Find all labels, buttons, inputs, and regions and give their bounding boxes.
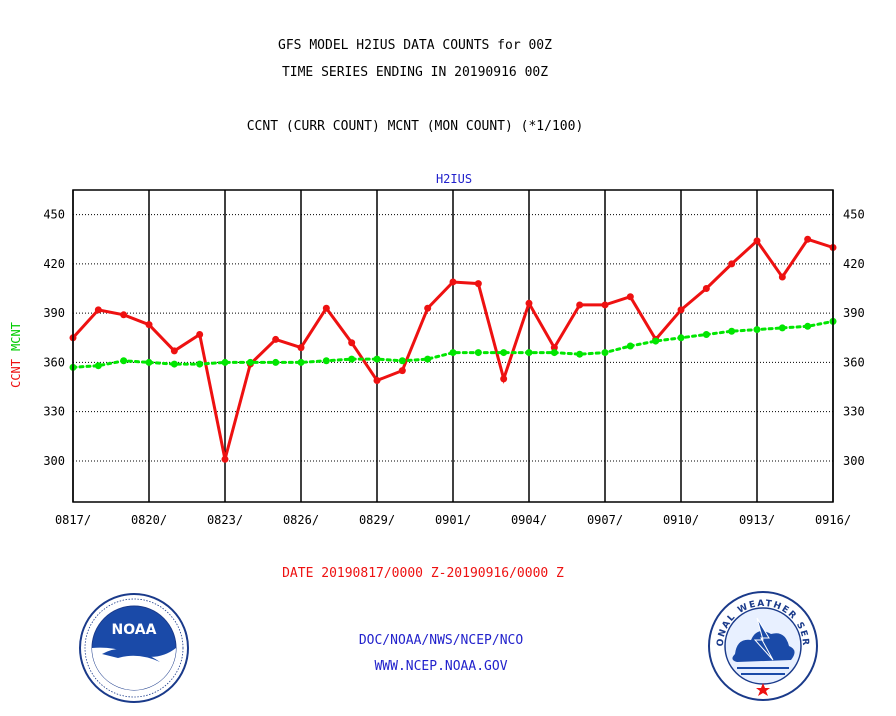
data-point-mcnt (652, 337, 660, 345)
data-point-mcnt (424, 355, 432, 363)
y-tick-label-right: 360 (843, 355, 865, 369)
data-point-ccnt (196, 331, 204, 339)
data-point-ccnt (677, 306, 685, 314)
data-point-mcnt (322, 357, 330, 365)
data-point-ccnt (702, 285, 710, 293)
y-tick-label-left: 450 (43, 208, 65, 222)
data-point-mcnt (398, 357, 406, 365)
date-range: DATE 20190817/0000 Z-20190916/0000 Z (282, 566, 564, 581)
x-tick-label: 0910/ (663, 513, 699, 527)
data-point-ccnt (221, 455, 229, 463)
data-point-ccnt (424, 304, 432, 312)
chart-title-line1: GFS MODEL H2IUS DATA COUNTS for 00Z (278, 38, 552, 53)
data-point-ccnt (398, 367, 406, 375)
y-tick-label-left: 390 (43, 306, 65, 320)
x-tick-label: 0916/ (815, 513, 851, 527)
data-point-ccnt (778, 273, 786, 281)
nws-logo[interactable]: NATIONAL WEATHER SERVICE (707, 590, 819, 702)
data-point-mcnt (626, 342, 634, 350)
data-point-ccnt (170, 347, 178, 355)
data-point-mcnt (576, 350, 584, 358)
data-point-mcnt (94, 362, 102, 370)
data-point-mcnt (170, 360, 178, 368)
data-point-mcnt (525, 349, 533, 357)
x-tick-label: 0826/ (283, 513, 319, 527)
data-point-mcnt (677, 334, 685, 342)
data-point-ccnt (601, 301, 609, 309)
x-tick-label: 0829/ (359, 513, 395, 527)
x-tick-label: 0913/ (739, 513, 775, 527)
x-tick-label: 0820/ (131, 513, 167, 527)
data-point-mcnt (449, 349, 457, 357)
plot-title: H2IUS (435, 172, 473, 186)
data-point-mcnt (272, 358, 280, 366)
data-point-mcnt (196, 360, 204, 368)
data-point-mcnt (145, 358, 153, 366)
data-point-mcnt (778, 324, 786, 332)
chart-title-line2: TIME SERIES ENDING IN 20190916 00Z (281, 65, 549, 80)
data-point-ccnt (550, 344, 558, 352)
y-tick-label-left: 420 (43, 257, 65, 271)
y-tick-label-right: 390 (843, 306, 865, 320)
noaa-logo-text: NOAA (112, 622, 157, 638)
x-tick-label: 0907/ (587, 513, 623, 527)
data-point-mcnt (348, 355, 356, 363)
x-tick-label: 0817/ (55, 513, 91, 527)
credit-link[interactable]: WWW.NCEP.NOAA.GOV (374, 659, 508, 674)
data-point-ccnt (626, 293, 634, 301)
series-layer (69, 235, 837, 463)
data-point-ccnt (272, 335, 280, 343)
data-point-mcnt (804, 322, 812, 330)
y-tick-label-left: 360 (43, 355, 65, 369)
data-point-ccnt (145, 321, 153, 329)
data-point-ccnt (500, 375, 508, 383)
data-point-ccnt (449, 278, 457, 286)
data-point-ccnt (474, 280, 482, 288)
data-point-mcnt (601, 349, 609, 357)
data-point-mcnt (753, 326, 761, 334)
data-point-ccnt (120, 311, 128, 319)
y-tick-label-left: 330 (43, 405, 65, 419)
axis-layer: 300 300 330 330 360 360 390 390 420 420 450 450 0817… (43, 208, 864, 527)
y-tick-label-left: 300 (43, 454, 65, 468)
credit-line1: DOC/NOAA/NWS/NCEP/NCO (358, 633, 524, 648)
data-point-ccnt (576, 301, 584, 309)
data-point-ccnt (94, 306, 102, 314)
y-tick-label-right: 450 (843, 208, 865, 222)
data-point-ccnt (728, 260, 736, 268)
data-point-ccnt (525, 299, 533, 307)
grid-layer (72, 190, 834, 502)
data-point-ccnt (804, 235, 812, 243)
data-point-ccnt (322, 304, 330, 312)
plot-frame (72, 189, 834, 503)
data-point-ccnt (297, 344, 305, 352)
y-tick-label-right: 420 (843, 257, 865, 271)
data-point-mcnt (728, 327, 736, 335)
data-point-mcnt (702, 331, 710, 339)
x-tick-label: 0904/ (511, 513, 547, 527)
data-point-ccnt (373, 376, 381, 384)
data-point-ccnt (348, 339, 356, 347)
data-point-ccnt (753, 237, 761, 245)
data-point-mcnt (373, 355, 381, 363)
data-point-mcnt (500, 349, 508, 357)
data-point-mcnt (297, 358, 305, 366)
data-point-mcnt (120, 357, 128, 365)
y-tick-label-right: 300 (843, 454, 865, 468)
noaa-logo[interactable]: NOAA (78, 592, 190, 704)
data-point-mcnt (550, 349, 558, 357)
data-point-mcnt (221, 358, 229, 366)
y-tick-label-right: 330 (843, 405, 865, 419)
data-point-mcnt (474, 349, 482, 357)
chart-subtitle: CCNT (CURR COUNT) MCNT (MON COUNT) (*1/1… (246, 119, 584, 134)
x-tick-label: 0823/ (207, 513, 243, 527)
data-point-mcnt (246, 358, 254, 366)
x-tick-label: 0901/ (435, 513, 471, 527)
